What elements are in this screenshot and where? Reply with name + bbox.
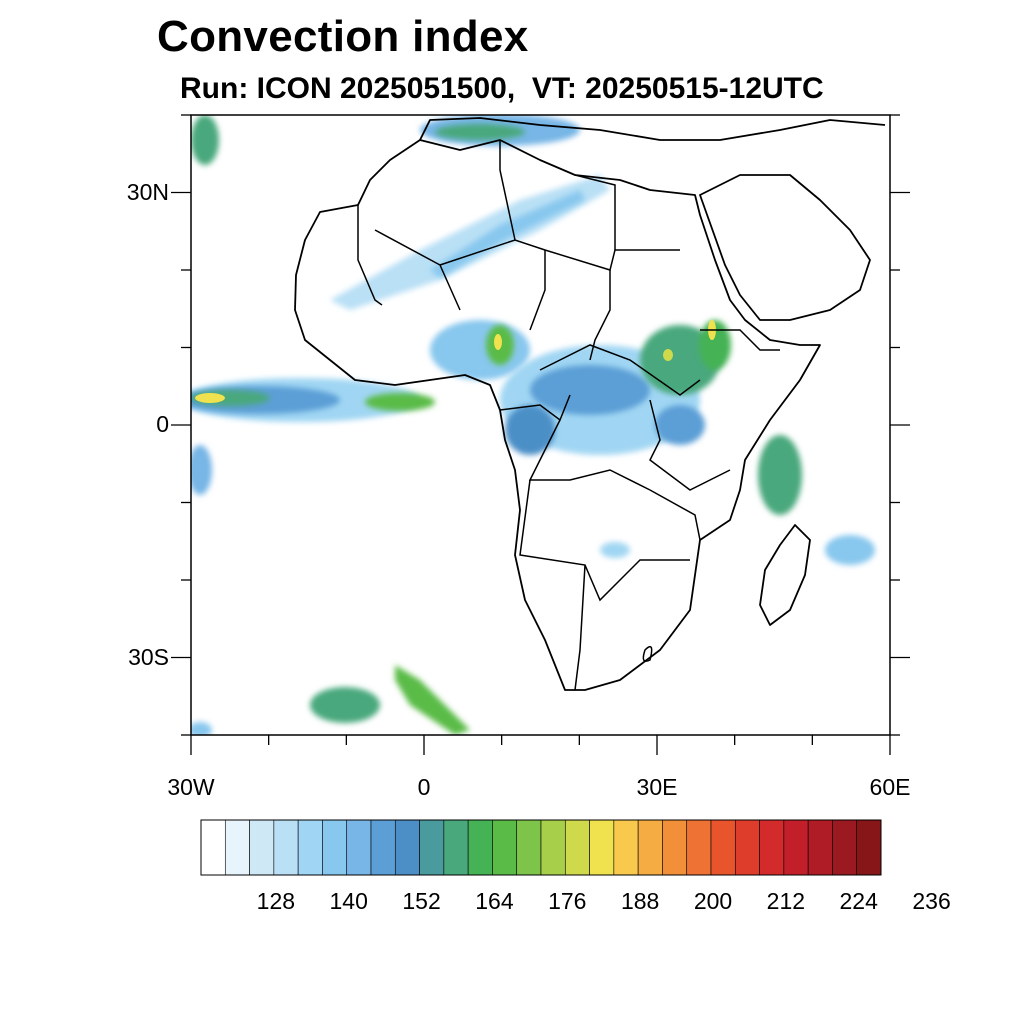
colorbar-label: 152: [402, 888, 441, 914]
colorbar-box: [492, 819, 518, 876]
colorbar-label: 200: [693, 888, 733, 914]
convection-field: [191, 115, 875, 735]
field-south-atl-2: [395, 665, 470, 735]
coastlines: [294, 117, 886, 691]
colorbar-label: 128: [256, 888, 296, 914]
field-indian-ocean: [758, 435, 802, 515]
colorbar-box: [662, 819, 688, 876]
colorbar-box: [273, 819, 299, 876]
colorbar-box: [467, 819, 493, 876]
africa-coastline: [294, 139, 821, 691]
field-ethiopia: [699, 320, 731, 370]
field-central-core: [530, 365, 650, 415]
chart-subtitle: Run: ICON 2025051500, VT: 20250515-12UTC: [180, 72, 824, 105]
field-itcz-peak: [195, 393, 225, 403]
colorbar-box: [783, 819, 809, 876]
colorbar-box: [297, 819, 323, 876]
colorbar-box: [807, 819, 833, 876]
colorbar-box: [322, 819, 348, 876]
colorbar-box: [856, 819, 882, 876]
europe-coastline: [419, 117, 886, 141]
field-congo: [505, 405, 555, 455]
field-indian-ocean-2: [825, 535, 875, 565]
colorbar-box: [249, 819, 275, 876]
colorbar-label: 212: [766, 888, 806, 914]
field-mozambique: [600, 542, 630, 558]
colorbar-box: [443, 819, 469, 876]
colorbar-label: 224: [839, 888, 878, 914]
colorbar-frame: [200, 819, 882, 876]
colorbar-label: 188: [620, 888, 660, 914]
field-south-atl-1: [310, 687, 380, 723]
colorbar-box: [832, 819, 858, 876]
colorbar-label: 140: [329, 888, 368, 914]
field-itcz-east: [365, 393, 435, 411]
madagascar-coastline: [759, 524, 811, 626]
axis-ticks: [171, 114, 910, 755]
colorbar-box: [589, 819, 615, 876]
borders: [357, 140, 780, 691]
colorbar-box: [710, 819, 736, 876]
colorbar-box: [200, 819, 226, 876]
field-sw-patch: [191, 445, 212, 495]
field-nigeria-peak: [494, 334, 502, 350]
colorbar-box: [394, 819, 420, 876]
colorbar-label: 164: [475, 888, 514, 914]
colorbar-label: 176: [548, 888, 587, 914]
colorbar-box: [346, 819, 372, 876]
colorbar: [200, 819, 882, 876]
colorbar-box: [540, 819, 566, 876]
colorbar-box: [370, 819, 396, 876]
lat-label: 0: [156, 411, 169, 437]
arabia-coastline: [699, 174, 871, 321]
lon-label: 60E: [869, 774, 911, 800]
field-south-atl-3: [191, 722, 212, 735]
colorbar-box: [516, 819, 542, 876]
field-nw-corner: [191, 115, 219, 165]
chart-title: Convection index: [157, 12, 529, 61]
colorbar-box: [224, 819, 250, 876]
colorbar-box: [686, 819, 712, 876]
colorbar-box: [759, 819, 785, 876]
lat-label: 30N: [126, 178, 169, 205]
colorbar-box: [419, 819, 445, 876]
field-victoria: [655, 405, 705, 445]
colorbar-box: [564, 819, 590, 876]
field-west-africa: [430, 320, 530, 380]
colorbar-box: [613, 819, 639, 876]
lon-label: 30E: [636, 774, 678, 800]
lat-label: 30S: [128, 643, 169, 670]
colorbar-box: [637, 819, 663, 876]
field-sudan-peak: [663, 349, 673, 361]
field-med-core: [435, 124, 525, 140]
colorbar-label: 236: [912, 888, 951, 914]
colorbar-box: [734, 819, 760, 876]
lon-label: 0: [417, 774, 431, 800]
lon-label: 30W: [167, 774, 215, 800]
